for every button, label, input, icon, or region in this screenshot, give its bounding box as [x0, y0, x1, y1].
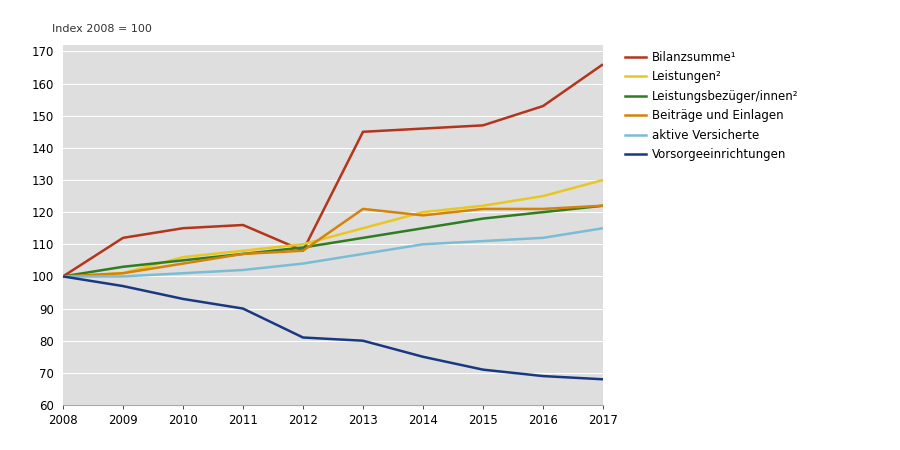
Legend: Bilanzsumme¹, Leistungen², Leistungsbezüger/innen², Beiträge und Einlagen, aktiv: Bilanzsumme¹, Leistungen², Leistungsbezü… [626, 51, 799, 162]
Text: Index 2008 = 100: Index 2008 = 100 [52, 24, 152, 34]
